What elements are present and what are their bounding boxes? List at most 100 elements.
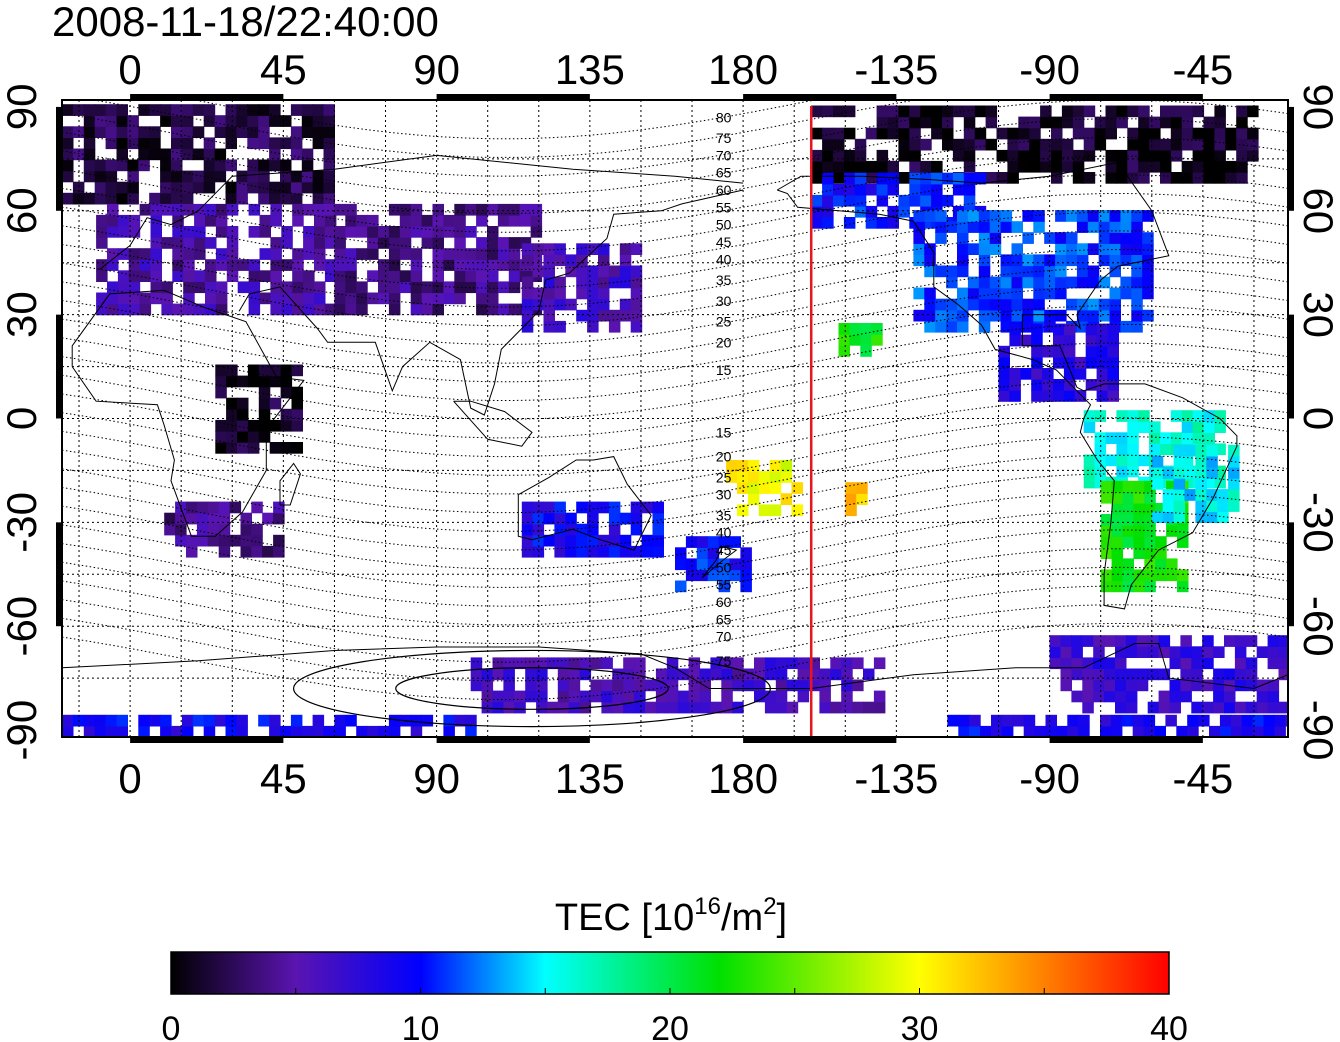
contour-line: [62, 623, 1288, 701]
x-tick-label-top: -90: [1019, 46, 1080, 93]
contour-label: 50: [716, 217, 732, 233]
contour-label: 55: [716, 199, 732, 215]
frame-bar-top: [436, 94, 590, 100]
coastlines: [62, 154, 1288, 690]
x-axis-top: 0 45 90 135 180 -135 -90 -45: [118, 46, 1233, 93]
contour-label: 20: [716, 449, 732, 465]
contour-line: [62, 155, 1288, 233]
contour-line: [62, 361, 1288, 439]
contour-label: 70: [716, 147, 732, 163]
x-tick-label-bottom: -45: [1173, 755, 1234, 802]
tec-region: [521, 243, 643, 333]
x-tick-label-bottom: 135: [555, 755, 625, 802]
x-tick-label-bottom: 180: [708, 755, 778, 802]
y-tick-label-right: 0: [1295, 407, 1340, 430]
tec-region: [726, 460, 803, 517]
y-tick-label-left: 90: [0, 84, 45, 131]
x-tick-label-top: 90: [413, 46, 460, 93]
contour-line: [62, 342, 1288, 420]
frame-bar-left: [56, 522, 62, 627]
contour-label: 30: [716, 487, 732, 503]
x-tick-label-top: -45: [1173, 46, 1234, 93]
frame-bar-bottom: [743, 737, 897, 743]
contour-label: 80: [716, 109, 732, 125]
frame-bar-top: [130, 94, 284, 100]
contour-label: 50: [716, 559, 732, 575]
y-tick-label-right: 30: [1295, 291, 1340, 338]
x-tick-label-bottom: 45: [260, 755, 307, 802]
contour-label: 35: [716, 507, 732, 523]
x-tick-label-bottom: -135: [854, 755, 938, 802]
colorbar-title-main: TEC [10: [555, 897, 694, 939]
colorbar-tick-label: 0: [162, 1010, 181, 1042]
contour-line: [62, 211, 1288, 289]
contour-label: 40: [716, 251, 732, 267]
tec-region: [215, 364, 303, 454]
frame-bar-bottom: [130, 737, 284, 743]
y-tick-label-left: 30: [0, 291, 45, 338]
tec-region: [1049, 635, 1288, 714]
tec-region: [947, 714, 1288, 737]
contour-line: [62, 379, 1288, 458]
y-axis-left: 90 60 30 0 -30 -60 -90: [0, 84, 45, 761]
tec-region: [334, 203, 543, 316]
frame-bar-right: [1288, 314, 1294, 419]
contour-label: 70: [716, 629, 732, 645]
coastline: [71, 289, 305, 537]
colorbar-title-unit: /m: [721, 897, 763, 939]
contour-label: 20: [716, 334, 732, 350]
contour-label: 35: [716, 272, 732, 288]
contour-line: [62, 473, 1288, 551]
contour-label: 25: [716, 469, 732, 485]
contour-line: [62, 286, 1288, 364]
magnetic-latitude-contours: [62, 100, 1288, 728]
coastline: [279, 462, 301, 506]
x-tick-label-bottom: 0: [118, 755, 141, 802]
contour-label: 75: [716, 653, 732, 669]
x-tick-label-top: 45: [260, 46, 307, 93]
colorbar-title-sup: 16: [694, 893, 721, 920]
coastline: [453, 400, 533, 447]
colorbar: [170, 951, 1170, 995]
x-tick-label-top: 135: [555, 46, 625, 93]
contour-line: [62, 454, 1288, 532]
y-tick-label-left: -30: [0, 492, 45, 553]
coastline: [238, 189, 744, 416]
contour-ring: [395, 667, 669, 710]
frame-bar-left: [56, 314, 62, 419]
contour-line: [62, 492, 1288, 570]
tec-heatmap: [62, 104, 1288, 737]
colorbar-tick-label: 40: [1150, 1010, 1188, 1042]
colorbar-tick-label: 10: [402, 1010, 440, 1042]
y-tick-label-left: -90: [0, 700, 45, 761]
contour-label: 65: [716, 611, 732, 627]
contour-label: 65: [716, 165, 732, 181]
x-tick-label-top: -135: [854, 46, 938, 93]
x-tick-label-bottom: 90: [413, 755, 460, 802]
tec-region: [1151, 444, 1240, 523]
contour-line: [62, 529, 1288, 607]
contour-line: [62, 510, 1288, 588]
tec-region: [521, 501, 664, 558]
coastline: [517, 456, 652, 551]
frame-bar-left: [56, 106, 62, 211]
contour-line: [62, 230, 1288, 308]
map-grid: [62, 100, 1288, 737]
contour-line: [62, 604, 1288, 682]
frame-bar-right: [1288, 522, 1294, 627]
contour-label: 60: [716, 182, 732, 198]
frame-ticks: [56, 94, 1294, 743]
contour-line: [62, 267, 1288, 345]
tec-region: [62, 714, 477, 737]
tec-region: [96, 203, 337, 316]
contour-label: 15: [716, 362, 732, 378]
y-tick-label-left: 60: [0, 187, 45, 234]
colorbar-title-end: ]: [777, 897, 788, 939]
contour-line: [62, 585, 1288, 663]
colorbar-tick-label: 20: [651, 1010, 689, 1042]
contour-line: [62, 174, 1288, 252]
colorbar-title-unit-sup: 2: [763, 893, 776, 920]
contour-line: [62, 305, 1288, 383]
timestamp-title: 2008-11-18/22:40:00: [52, 0, 439, 45]
contour-label: 15: [716, 424, 732, 440]
